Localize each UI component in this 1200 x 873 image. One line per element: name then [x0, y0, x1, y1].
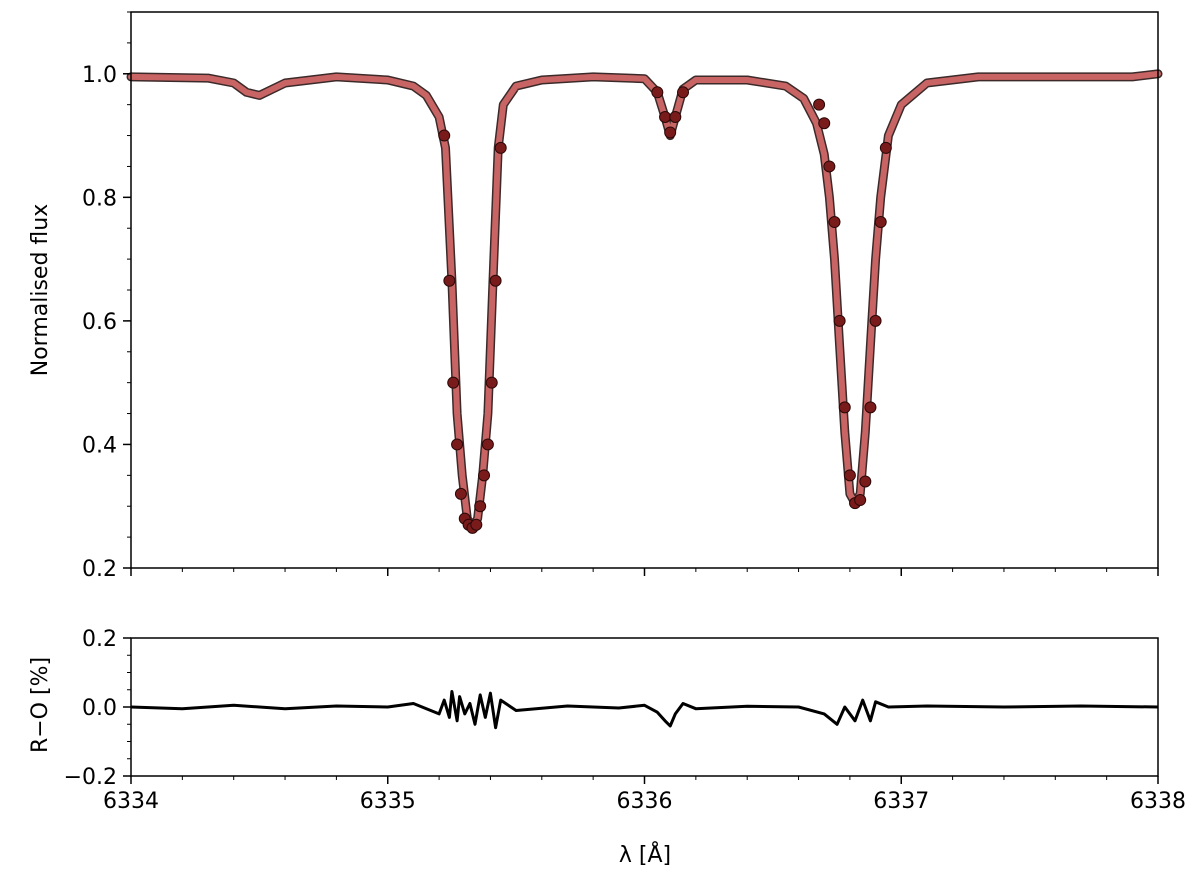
spectrum-point [864, 401, 877, 414]
spectrum-point [447, 376, 460, 389]
spectrum-point [879, 141, 892, 154]
residual-xtick-label: 6334 [103, 789, 159, 814]
spectrum-point [651, 86, 664, 99]
spectrum-point [470, 518, 483, 531]
spectrum-point [859, 475, 872, 488]
spectrum-point [838, 401, 851, 414]
spectrum-point [494, 141, 507, 154]
spectrum-ytick-label: 0.2 [82, 557, 117, 582]
spectrum-model-line [128, 70, 1161, 531]
spectrum-point [828, 216, 841, 229]
spectrum-ytick-label: 0.6 [82, 310, 117, 335]
spectrum-point [874, 216, 887, 229]
spectrum-point [854, 494, 867, 507]
spectrum-model-outline [126, 69, 1163, 533]
spectrum-ylabel: Normalised flux [28, 204, 53, 377]
spectrum-point [481, 438, 494, 451]
residual-panel: −0.2 0.0 0.2 6334 6335 6336 6337 6338 [64, 627, 1186, 814]
residual-xtick-label: 6336 [617, 789, 673, 814]
spectrum-ytick-label: 0.4 [82, 433, 117, 458]
residual-xtick-label: 6338 [1130, 789, 1186, 814]
spectrum-ytick-label: 1.0 [82, 63, 117, 88]
spectrum-point [833, 314, 846, 327]
spectrum-point [677, 86, 690, 99]
spectrum-point [489, 274, 502, 287]
spectrum-frame [130, 11, 1159, 569]
spectrum-point [454, 487, 467, 500]
spectrum-point [669, 111, 682, 124]
residual-ytick-label: 0.0 [82, 696, 117, 721]
residual-xtick-label: 6335 [360, 789, 416, 814]
spectrum-point [818, 117, 831, 130]
residual-residual-line [130, 690, 1159, 730]
spectrum-point [843, 469, 856, 482]
spectrum-panel: 0.2 0.4 0.6 0.8 1.0 [82, 11, 1163, 582]
spectrum-point [869, 314, 882, 327]
spectrum-point [485, 376, 498, 389]
spectrum-point [451, 438, 464, 451]
spectrum-point [443, 274, 456, 287]
spectrum-point [438, 129, 451, 142]
spectrum-point [474, 500, 487, 513]
spectrum-point [813, 98, 826, 111]
spectrum-point [823, 160, 836, 173]
spectrum-point [659, 111, 672, 124]
residual-xtick-label: 6337 [873, 789, 929, 814]
wavelength-xlabel: λ [Å] [619, 841, 671, 868]
residual-ytick-label: −0.2 [64, 765, 117, 790]
residual-ytick-label: 0.2 [82, 627, 117, 652]
spectrum-ytick-label: 0.8 [82, 186, 117, 211]
residual-ylabel: R−O [%] [28, 657, 53, 753]
spectrum-point [664, 126, 677, 139]
spectrum-point [478, 469, 491, 482]
